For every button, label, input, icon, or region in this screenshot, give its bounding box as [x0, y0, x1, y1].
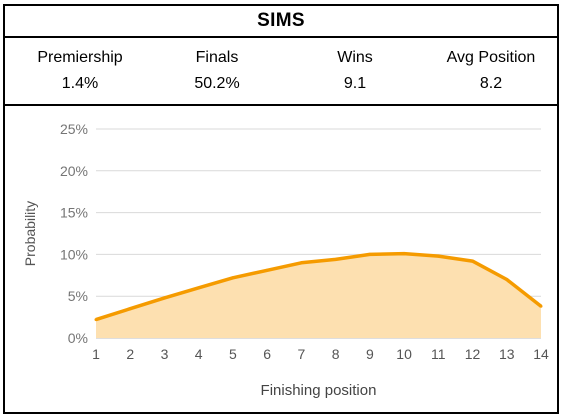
x-tick-label: 6 — [263, 346, 271, 362]
data-point — [436, 254, 440, 258]
data-point — [334, 257, 338, 261]
stat-label: Finals — [195, 49, 239, 66]
x-tick-label: 4 — [195, 346, 203, 362]
data-point — [368, 252, 372, 256]
summary-header: SIMS Premiership 1.4% Finals 50.2% Wins … — [5, 6, 557, 106]
data-point — [402, 252, 406, 256]
stat-label: Wins — [337, 49, 373, 66]
area-fill — [96, 253, 541, 338]
stat-label: Avg Position — [446, 49, 536, 66]
data-point — [539, 304, 543, 308]
title-divider — [5, 36, 557, 38]
probability-chart: 0%5%10%15%20%25% 1 2 3 4 5 6 7 8 9 10 11 12 13 14 Pro… — [22, 121, 549, 399]
data-point — [162, 296, 166, 300]
x-tick-label: 11 — [431, 346, 446, 362]
stat-value: 50.2% — [194, 75, 240, 92]
x-tick-label: 5 — [229, 346, 237, 362]
x-tick-label: 9 — [366, 346, 374, 362]
stat-value: 9.1 — [343, 75, 367, 92]
x-tick-label: 12 — [465, 346, 481, 362]
x-tick-label: 10 — [396, 346, 412, 362]
stat-premiership: Premiership 1.4% — [11, 48, 149, 94]
data-point — [197, 286, 201, 290]
stat-value: 8.2 — [479, 75, 503, 92]
y-tick-label: 0% — [68, 330, 88, 346]
data-point — [471, 259, 475, 263]
card-title: SIMS — [257, 10, 305, 31]
data-point — [299, 261, 303, 265]
x-tick-label: 7 — [297, 346, 305, 362]
y-tick-label: 5% — [68, 288, 88, 304]
stat-value: 1.4% — [61, 75, 99, 92]
stat-wins: Wins 9.1 — [286, 48, 424, 94]
chart-area: 0% 5% 10% 15% 20% 25% 1 2 3 4 5 6 7 8 9 10 11 12 13 14 Pro… — [5, 106, 557, 417]
data-point — [265, 268, 269, 272]
y-tick-label: 25% — [60, 121, 88, 137]
x-tick-label: 8 — [332, 346, 340, 362]
y-tick-label: 15% — [60, 205, 88, 221]
y-tick-label: 20% — [60, 163, 88, 179]
stat-avg-position: Avg Position 8.2 — [422, 48, 560, 94]
data-point — [505, 277, 509, 281]
data-point — [231, 276, 235, 280]
x-tick-label: 13 — [499, 346, 515, 362]
x-tick-label: 14 — [533, 346, 549, 362]
x-tick-label: 1 — [92, 346, 100, 362]
x-axis-label: Finishing position — [261, 382, 377, 399]
data-points — [94, 252, 543, 322]
data-point — [94, 318, 98, 322]
y-axis-ticks: 0% 5% 10% 15% 20% 25% — [60, 121, 88, 346]
x-axis-ticks: 1 2 3 4 5 6 7 8 9 10 11 12 13 14 — [92, 346, 549, 362]
stat-finals: Finals 50.2% — [148, 48, 286, 94]
stat-label: Premiership — [37, 49, 123, 66]
y-tick-label: 10% — [60, 246, 88, 262]
x-tick-label: 2 — [126, 346, 134, 362]
series-line — [95, 251, 543, 322]
sims-card: SIMS Premiership 1.4% Finals 50.2% Wins … — [3, 4, 559, 414]
y-axis-label: Probability — [22, 201, 38, 266]
data-point — [128, 307, 132, 311]
x-tick-label: 3 — [161, 346, 169, 362]
